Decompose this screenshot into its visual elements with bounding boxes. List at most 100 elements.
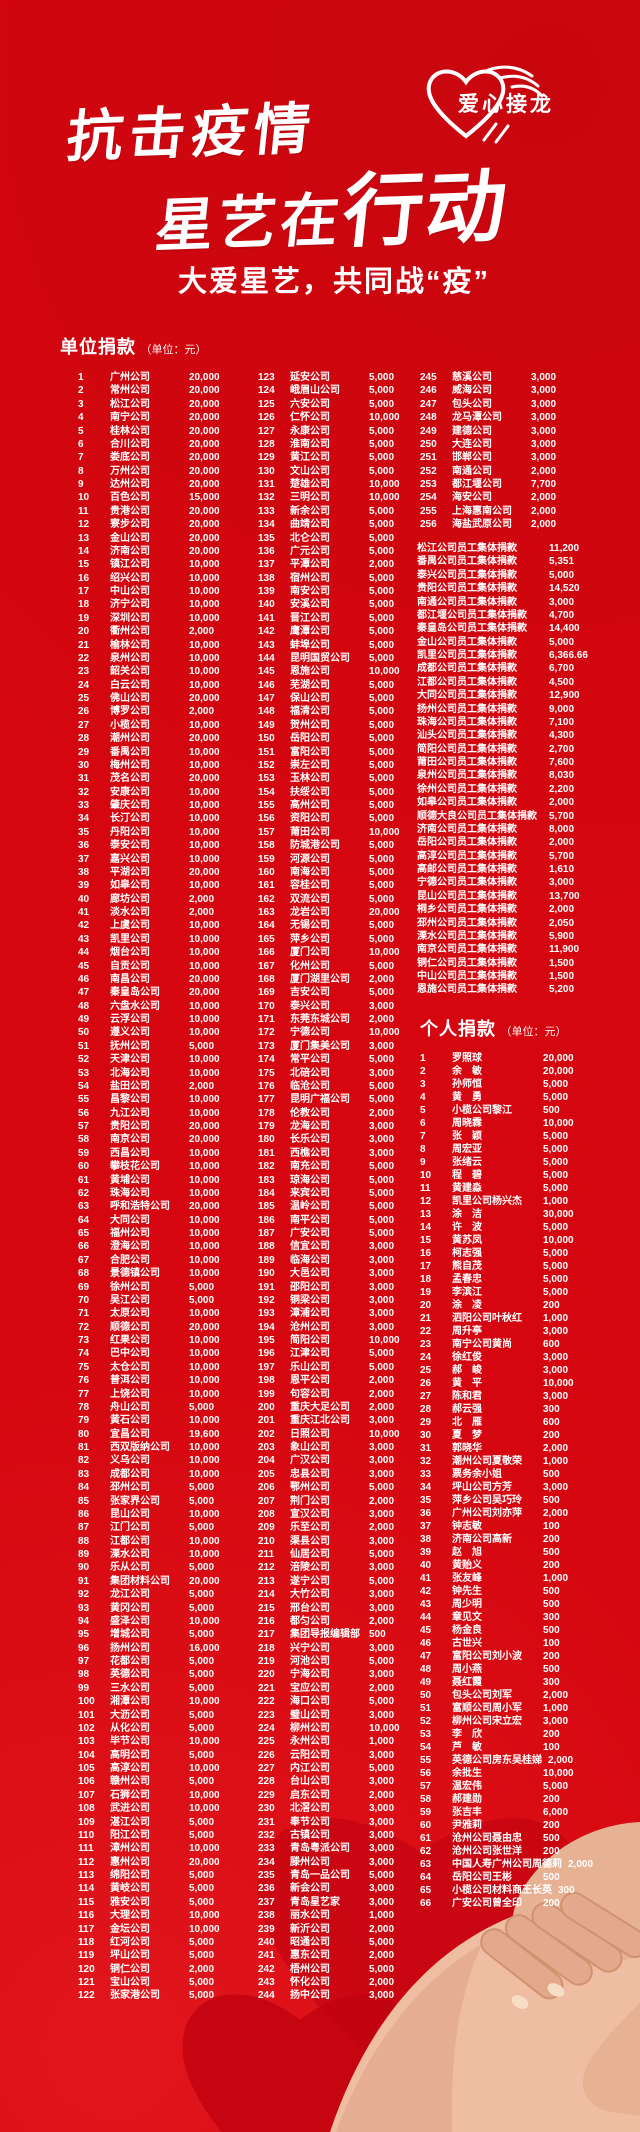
- entry-number: 135: [258, 532, 275, 544]
- donation-amount: 2,000: [543, 1508, 569, 1519]
- donor-name: 珠海公司: [110, 1187, 150, 1199]
- entry-number: 187: [258, 1228, 275, 1239]
- donation-amount: 5,000: [369, 733, 395, 745]
- personal-donation-row: 5 小榄公司黎江 500: [420, 1104, 593, 1117]
- donation-amount: 20,000: [189, 465, 220, 477]
- donation-amount: 3,000: [543, 1352, 569, 1363]
- donation-amount: 10,000: [189, 1508, 220, 1520]
- personal-donation-row: 9 张绪云 5,000: [420, 1156, 593, 1169]
- company-donation-row: 5 桂林公司 20,000: [78, 425, 220, 438]
- personal-donation-row: 64 岳阳公司王彬 500: [420, 1871, 593, 1884]
- donor-name: 宁德公司: [290, 1027, 330, 1039]
- group-donation-row: 扬州公司员工集体捐款 9,000: [417, 703, 588, 716]
- group-donation-row: 邳州公司员工集体捐款 2,050: [417, 917, 588, 930]
- donation-amount: 200: [543, 1729, 560, 1740]
- group-donation-row: 昆山公司员工集体捐款 13,700: [417, 890, 588, 903]
- donor-name: 都江堰公司: [452, 479, 502, 490]
- donation-amount: 5,000: [189, 1776, 215, 1788]
- company-donation-row: 221 宝应公司 2,000: [258, 1682, 400, 1695]
- donation-amount: 20,000: [189, 372, 220, 383]
- company-donation-row: 192 铜梁公司 3,000: [258, 1294, 400, 1307]
- donor-name: 百色公司: [110, 492, 150, 504]
- donor-name: 长乐公司: [290, 1134, 330, 1146]
- entry-number: 3: [420, 1079, 426, 1090]
- donor-name: 钟先生: [452, 1586, 482, 1597]
- entry-number: 27: [78, 719, 90, 731]
- company-donation-row: 106 赣州公司 5,000: [78, 1775, 220, 1788]
- donation-amount: 20,000: [189, 479, 220, 490]
- entry-number: 6: [420, 1118, 426, 1129]
- company-donation-row: 80 宜昌公司 19,600: [78, 1428, 220, 1441]
- entry-number: 156: [258, 813, 275, 825]
- company-donation-row: 2 常州公司 20,000: [78, 384, 220, 397]
- donor-name: 宜昌公司: [110, 1428, 150, 1440]
- company-donation-row: 102 从化公司 5,000: [78, 1722, 220, 1735]
- donor-name: 高淳公司员工集体捐款: [417, 850, 517, 862]
- entry-number: 233: [258, 1843, 275, 1855]
- donation-amount: 10,000: [189, 1910, 220, 1922]
- donation-amount: 3,000: [369, 1308, 395, 1320]
- entry-number: 83: [78, 1468, 90, 1480]
- donation-amount: 5,000: [189, 1990, 215, 2002]
- company-donation-row: 146 芜湖公司 5,000: [258, 679, 400, 692]
- donor-name: 乐山公司: [290, 1361, 330, 1373]
- donor-name: 溧水公司: [110, 1549, 150, 1560]
- entry-number: 68: [78, 1268, 90, 1280]
- entry-number: 219: [258, 1656, 275, 1667]
- donor-name: 丽水公司: [290, 1910, 330, 1922]
- donation-amount: 20,000: [189, 425, 220, 437]
- entry-number: 84: [78, 1482, 90, 1494]
- personal-donation-row: 10 程 碧 5,000: [420, 1169, 593, 1182]
- group-donation-row: 都江堰公司员工集体捐款 4,700: [417, 609, 588, 622]
- entry-number: 24: [78, 679, 90, 691]
- donation-amount: 2,000: [568, 1859, 594, 1870]
- donation-amount: 5,000: [189, 1829, 215, 1841]
- entry-number: 93: [78, 1602, 90, 1614]
- entry-number: 235: [258, 1870, 275, 1881]
- donation-amount: 2,050: [549, 917, 575, 929]
- donation-amount: 2,000: [549, 797, 575, 809]
- group-donation-row: 莆田公司员工集体捐款 7,600: [417, 756, 588, 769]
- personal-donation-row: 40 黄贻义 200: [420, 1559, 593, 1572]
- entry-number: 211: [258, 1549, 275, 1560]
- donation-amount: 3,000: [531, 438, 557, 450]
- entry-number: 22: [78, 652, 90, 664]
- company-donation-row: 228 台山公司 3,000: [258, 1775, 400, 1788]
- donation-amount: 5,000: [369, 1080, 395, 1092]
- company-donation-row: 202 日照公司 10,000: [258, 1428, 400, 1441]
- donation-amount: 2,000: [531, 492, 557, 504]
- entry-number: 44: [420, 1612, 432, 1623]
- donor-name: 沧州公司: [290, 1321, 330, 1333]
- entry-number: 103: [78, 1736, 95, 1748]
- donation-amount: 600: [543, 1339, 560, 1350]
- company-donation-row: 68 景德镇公司 10,000: [78, 1267, 220, 1280]
- company-donation-row: 76 普洱公司 10,000: [78, 1374, 220, 1387]
- entry-number: 4: [78, 412, 84, 424]
- company-donation-row: 164 无锡公司 5,000: [258, 919, 400, 932]
- entry-number: 19: [420, 1287, 432, 1298]
- donation-amount: 10,000: [189, 746, 220, 758]
- entry-number: 80: [78, 1428, 90, 1440]
- donation-amount: 10,000: [189, 826, 220, 838]
- donor-name: 柯志强: [452, 1248, 482, 1259]
- entry-number: 165: [258, 933, 275, 945]
- donor-name: 太仓公司: [110, 1361, 150, 1373]
- entry-number: 134: [258, 519, 275, 531]
- donation-amount: 10,000: [189, 1923, 220, 1935]
- donation-amount: 500: [543, 1625, 560, 1636]
- company-donation-row: 15 镇江公司 10,000: [78, 558, 220, 571]
- entry-number: 249: [420, 425, 437, 437]
- donor-name: 秦皇岛公司员工集体捐款: [417, 623, 527, 635]
- entry-number: 97: [78, 1656, 90, 1667]
- donor-name: 龙岩公司: [290, 907, 330, 918]
- donation-amount: 10,000: [369, 412, 400, 424]
- company-donation-row: 201 重庆江北公司 3,000: [258, 1414, 400, 1427]
- entry-number: 74: [78, 1348, 90, 1360]
- donor-name: 英德公司: [110, 1669, 150, 1681]
- donor-name: 三水公司: [110, 1682, 150, 1694]
- donation-amount: 3,000: [543, 1482, 569, 1493]
- donation-amount: 5,000: [543, 1183, 569, 1194]
- company-donation-row: 215 邢台公司 3,000: [258, 1602, 400, 1615]
- entry-number: 99: [78, 1682, 90, 1694]
- company-donation-row: 211 仙居公司 5,000: [258, 1548, 400, 1561]
